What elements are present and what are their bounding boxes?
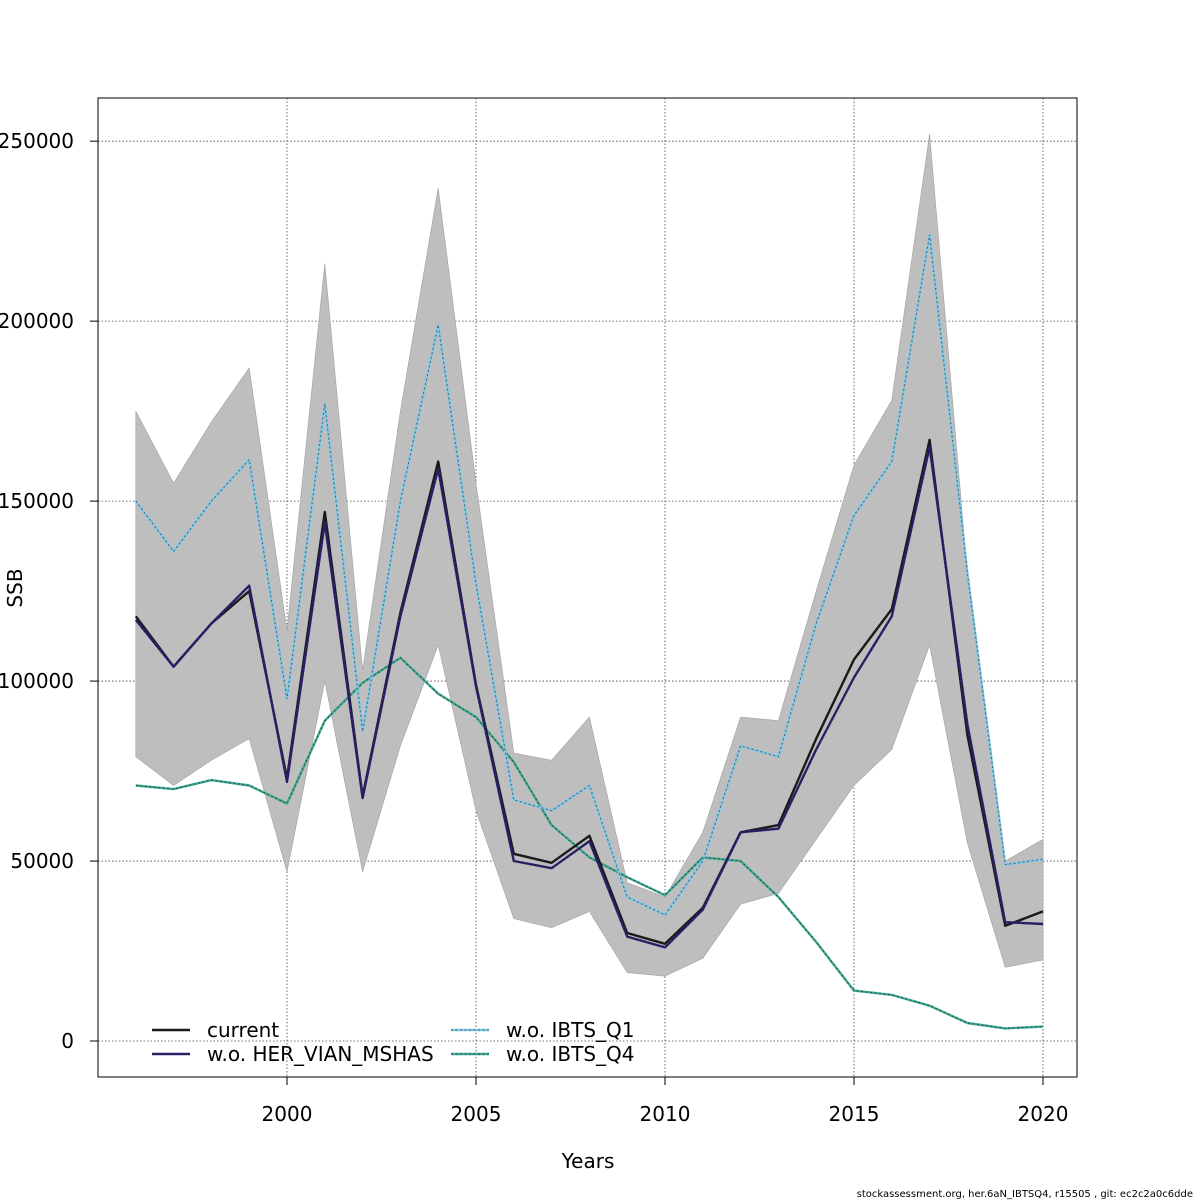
x-tick-label: 2020: [1018, 1102, 1069, 1126]
legend-label-w-o-ibts-q1: w.o. IBTS_Q1: [506, 1018, 634, 1042]
y-tick-label: 0: [61, 1029, 74, 1053]
plot-frame: [97, 97, 1078, 1078]
y-axis: 0 50000 100000 150000 200000 250000: [0, 129, 98, 1053]
confidence-band: [135, 133, 1044, 977]
series-layer: [134, 233, 1044, 1030]
y-tick-label: 200000: [0, 309, 74, 333]
y-tick-label: 100000: [0, 669, 74, 693]
x-tick-label: 2000: [262, 1102, 313, 1126]
legend-label-w-o-her-vian-mshas: w.o. HER_VIAN_MSHAS: [207, 1042, 434, 1066]
legend-label-current: current: [207, 1018, 279, 1042]
x-tick-label: 2010: [640, 1102, 691, 1126]
footer-caption: stockassessment.org, her.6aN_IBTSQ4, r15…: [857, 1189, 1193, 1200]
series-dots-w-o-her-vian-mshas: [135, 446, 1044, 948]
series-line-w-o-ibts-q4: [135, 656, 1044, 1030]
x-tick-label: 2005: [451, 1102, 502, 1126]
confidence-band-layer: [135, 133, 1044, 977]
series-dots-w-o-ibts-q1: [135, 234, 1044, 916]
y-tick-label: 150000: [0, 489, 74, 513]
legend-label-w-o-ibts-q4: w.o. IBTS_Q4: [506, 1042, 634, 1066]
y-axis-label: SSB: [3, 568, 27, 607]
y-tick-label: 250000: [0, 129, 74, 153]
x-axis-label: Years: [561, 1149, 615, 1173]
x-axis: 2000 2005 2010 2015 2020: [262, 1077, 1069, 1126]
y-tick-label: 50000: [10, 849, 74, 873]
x-tick-label: 2015: [829, 1102, 880, 1126]
